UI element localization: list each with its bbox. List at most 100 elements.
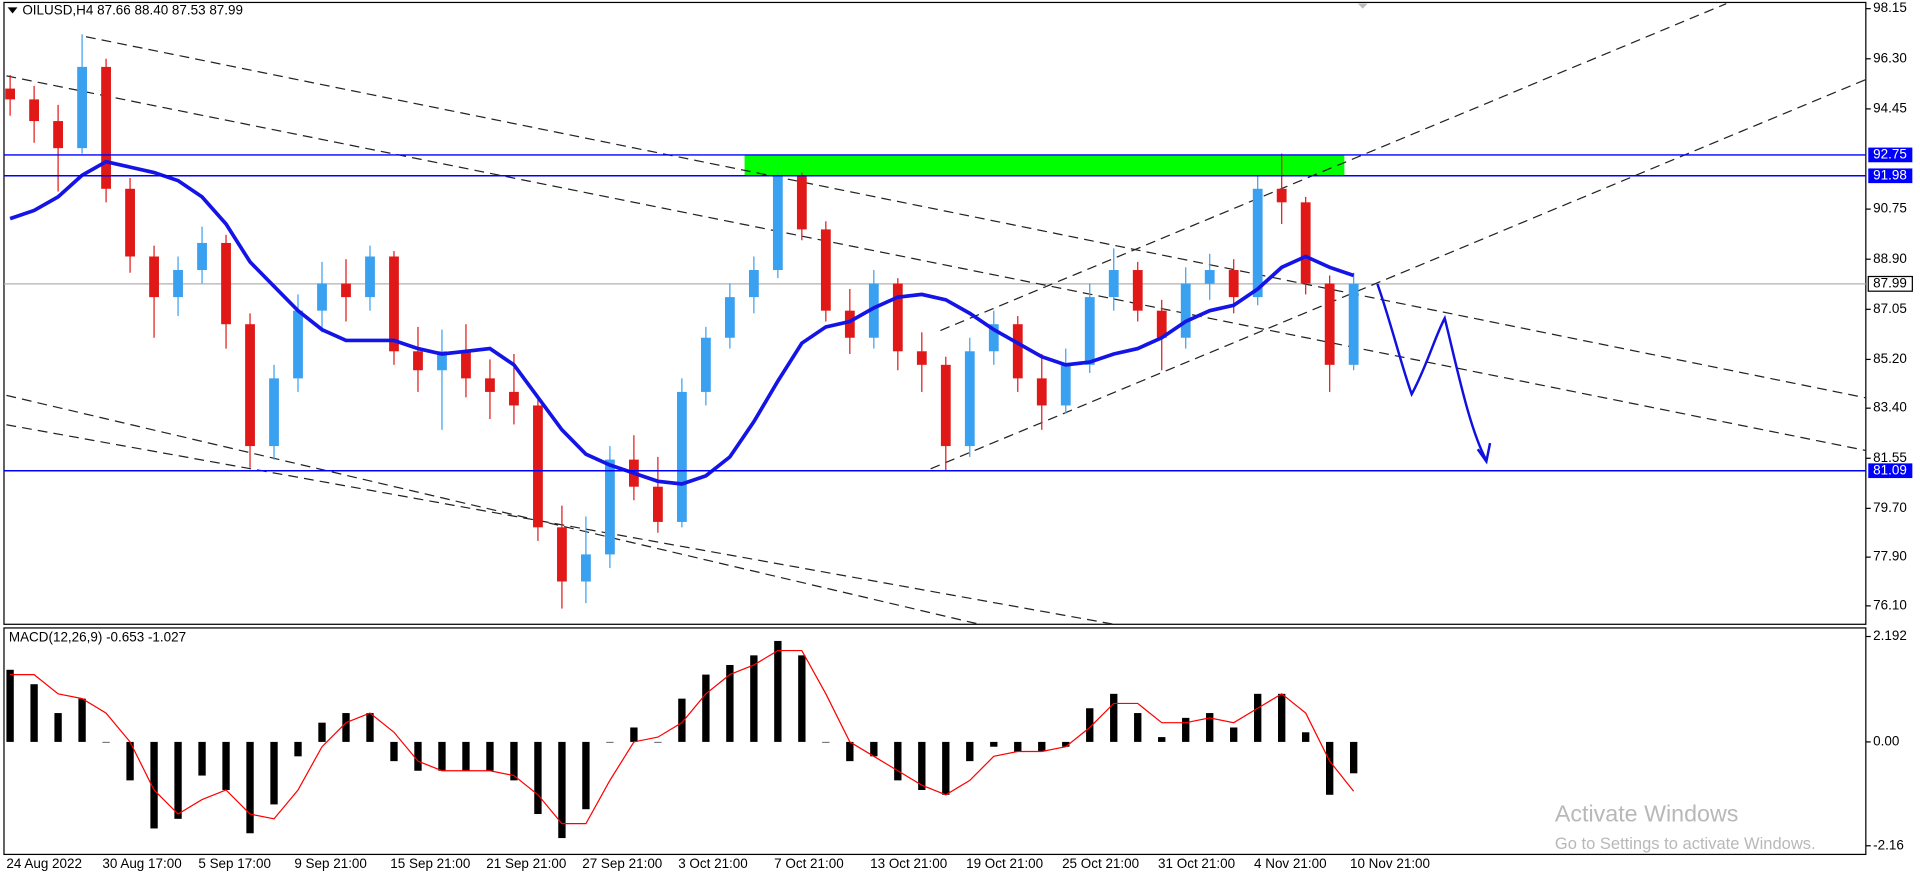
x-tick-label: 24 Aug 2022 bbox=[6, 856, 82, 871]
forecast-path bbox=[1376, 283, 1488, 461]
y-tick-label: 81.55 bbox=[1873, 450, 1907, 465]
macd-bar bbox=[630, 727, 638, 742]
y-tick-label: 79.70 bbox=[1873, 500, 1907, 515]
macd-bar bbox=[1158, 737, 1166, 742]
y-tick-label: 96.30 bbox=[1873, 50, 1907, 65]
trendline bbox=[6, 394, 980, 625]
macd-title: MACD(12,26,9) -0.653 -1.027 bbox=[9, 629, 186, 644]
x-tick-label: 25 Oct 21:00 bbox=[1062, 856, 1139, 871]
candle-body bbox=[413, 351, 423, 371]
macd-bar bbox=[1062, 741, 1070, 747]
candle-body bbox=[317, 283, 327, 311]
macd-bar bbox=[1230, 727, 1238, 742]
x-tick-label: 19 Oct 21:00 bbox=[966, 856, 1043, 871]
level-label: 81.09 bbox=[1873, 462, 1907, 477]
macd-bar bbox=[102, 741, 110, 743]
macd-bar bbox=[1326, 741, 1334, 795]
macd-bar bbox=[918, 741, 926, 790]
macd-bar bbox=[1110, 693, 1118, 742]
macd-bar bbox=[126, 741, 134, 781]
candle-body bbox=[940, 364, 951, 447]
candle-body bbox=[796, 175, 807, 230]
candle-body bbox=[1324, 283, 1335, 365]
x-tick-label: 30 Aug 17:00 bbox=[102, 856, 181, 871]
macd-bar bbox=[846, 741, 854, 762]
y-tick-label: 85.20 bbox=[1873, 351, 1907, 366]
candle-body bbox=[365, 256, 375, 298]
macd-bar bbox=[54, 713, 62, 742]
candle-body bbox=[125, 188, 135, 257]
macd-bar bbox=[414, 741, 422, 771]
macd-bar bbox=[822, 741, 830, 743]
macd-bar bbox=[1038, 741, 1046, 752]
y-tick-label: 88.90 bbox=[1873, 251, 1907, 266]
candle-body bbox=[437, 351, 447, 371]
x-tick-label: 3 Oct 21:00 bbox=[678, 856, 748, 871]
macd-bar bbox=[222, 741, 230, 790]
x-tick-label: 31 Oct 21:00 bbox=[1158, 856, 1235, 871]
candle-body bbox=[485, 378, 495, 392]
candle-body bbox=[293, 310, 303, 379]
macd-bar bbox=[486, 741, 494, 771]
candle-body bbox=[700, 337, 711, 392]
trendline bbox=[930, 79, 1867, 470]
macd-bar bbox=[1014, 741, 1022, 752]
candle-body bbox=[676, 391, 687, 522]
macd-bar bbox=[966, 741, 974, 762]
macd-bar bbox=[1254, 693, 1262, 742]
candle-body bbox=[988, 324, 999, 352]
price-panel-frame bbox=[3, 1, 1867, 625]
x-tick-label: 21 Sep 21:00 bbox=[486, 856, 566, 871]
macd-bar bbox=[990, 741, 998, 747]
y-tick-label: 83.40 bbox=[1873, 400, 1907, 415]
x-tick-label: 15 Sep 21:00 bbox=[390, 856, 470, 871]
macd-bar bbox=[438, 741, 446, 771]
x-tick-label: 13 Oct 21:00 bbox=[870, 856, 947, 871]
candle-body bbox=[557, 527, 567, 582]
x-tick-label: 9 Sep 21:00 bbox=[294, 856, 367, 871]
candle-body bbox=[916, 351, 927, 365]
y-tick-label: 90.75 bbox=[1873, 201, 1907, 216]
trendline bbox=[6, 424, 1115, 625]
moving-average bbox=[9, 159, 1355, 486]
candle-body bbox=[820, 229, 831, 311]
candle-body bbox=[269, 378, 279, 447]
candle-body bbox=[341, 283, 351, 298]
macd-bar bbox=[6, 669, 14, 742]
candle-body bbox=[5, 88, 16, 100]
x-tick-label: 27 Sep 21:00 bbox=[582, 856, 662, 871]
watermark-subtitle: Go to Settings to activate Windows. bbox=[1555, 834, 1816, 853]
candle-body bbox=[221, 242, 231, 325]
macd-bar bbox=[462, 741, 470, 771]
y-tick-label: 2.192 bbox=[1873, 628, 1907, 643]
macd-bar bbox=[534, 741, 542, 815]
candle-body bbox=[509, 391, 519, 406]
trendline bbox=[85, 36, 1866, 399]
candle-body bbox=[1228, 270, 1239, 298]
candle-body bbox=[1036, 378, 1047, 406]
candle-body bbox=[1180, 283, 1191, 338]
macd-bar bbox=[678, 698, 686, 742]
candle-body bbox=[652, 486, 663, 522]
trendline bbox=[6, 75, 1866, 452]
candle-body bbox=[844, 310, 855, 338]
chart-title: OILUSD,H4 87.66 88.40 87.53 87.99 bbox=[22, 3, 243, 18]
macd-bar bbox=[558, 741, 566, 839]
candle-body bbox=[173, 270, 183, 298]
level-label-box bbox=[1868, 463, 1913, 479]
macd-bar bbox=[366, 713, 374, 742]
candle-body bbox=[748, 270, 759, 298]
y-tick-label: 0.00 bbox=[1873, 733, 1899, 748]
trendline bbox=[940, 3, 1727, 332]
x-tick-label: 7 Oct 21:00 bbox=[774, 856, 844, 871]
y-tick-label: 98.15 bbox=[1873, 0, 1907, 15]
candle-body bbox=[1252, 188, 1263, 298]
macd-bar bbox=[654, 741, 662, 743]
x-tick-label: 4 Nov 21:00 bbox=[1254, 856, 1327, 871]
macd-panel-frame bbox=[3, 627, 1867, 856]
candle-body bbox=[1012, 324, 1023, 379]
macd-bar bbox=[1086, 708, 1094, 742]
y-tick-label: 94.45 bbox=[1873, 100, 1907, 115]
macd-bar bbox=[870, 741, 878, 757]
